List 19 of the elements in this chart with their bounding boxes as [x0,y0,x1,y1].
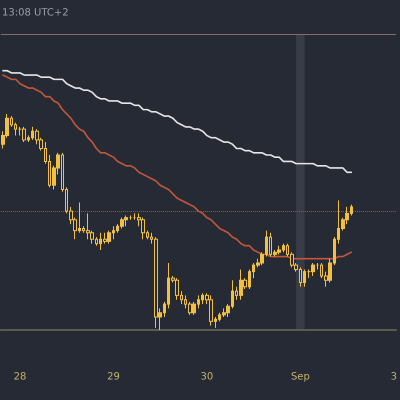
candlestick [277,245,281,255]
candlestick [141,217,145,240]
candlestick [86,212,90,240]
x-tick-label: 29 [107,372,120,382]
candlestick [22,126,26,143]
candlestick [120,217,124,229]
x-tick-label: 28 [14,372,26,382]
candlestick [209,294,213,326]
x-tick-label: 3 [390,372,398,382]
candlestick [124,214,128,227]
x-tick-label: Sep [290,372,310,382]
candlestick [175,278,179,300]
candlestick [154,236,158,328]
candlestick [107,230,111,244]
candlestick [239,269,243,300]
candlestick [311,262,315,276]
candlestick [222,308,226,318]
text: 13:08 UTC+2 [2,8,69,18]
x-tick-label: 30 [200,372,214,382]
